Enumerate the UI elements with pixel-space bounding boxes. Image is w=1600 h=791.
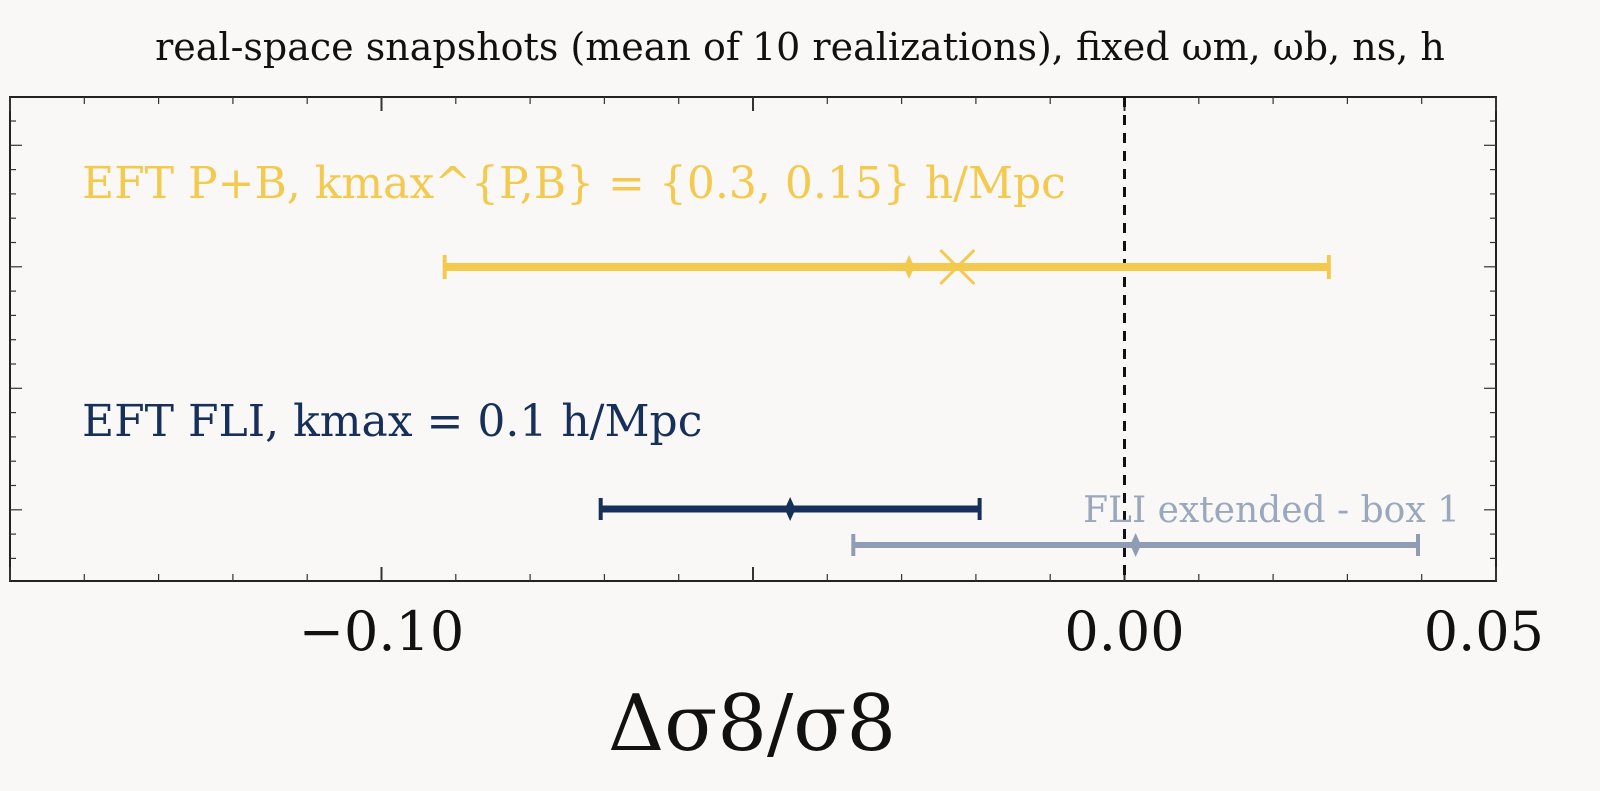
errorbar-fli-extended <box>851 533 1420 557</box>
errorbar-center-marker <box>903 255 915 279</box>
x-axis-label: Δσ8/σ8 <box>608 679 896 769</box>
tick-marks <box>9 97 1497 581</box>
errorbar-center-marker <box>784 497 796 521</box>
errorbar-eft-pb <box>442 248 1331 286</box>
legend-label-eft-pb: EFT P+B, kmax^{P,B} = {0.3, 0.15} h/Mpc <box>82 158 1066 209</box>
cross-marker <box>939 248 976 286</box>
chart-marks <box>442 248 1420 557</box>
x-tick-label-2: 0.05 <box>1424 600 1544 663</box>
legend-label-fli-extended: FLI extended - box 1 <box>1083 490 1460 531</box>
x-tick-label-1: 0.00 <box>1064 600 1184 663</box>
errorbar-eft-fli <box>598 497 982 521</box>
legend-label-eft-fli: EFT FLI, kmax = 0.1 h/Mpc <box>82 396 702 447</box>
x-tick-label-0: −0.10 <box>299 600 464 663</box>
chart-title: real-space snapshots (mean of 10 realiza… <box>155 25 1445 69</box>
errorbar-center-marker <box>1130 533 1142 557</box>
